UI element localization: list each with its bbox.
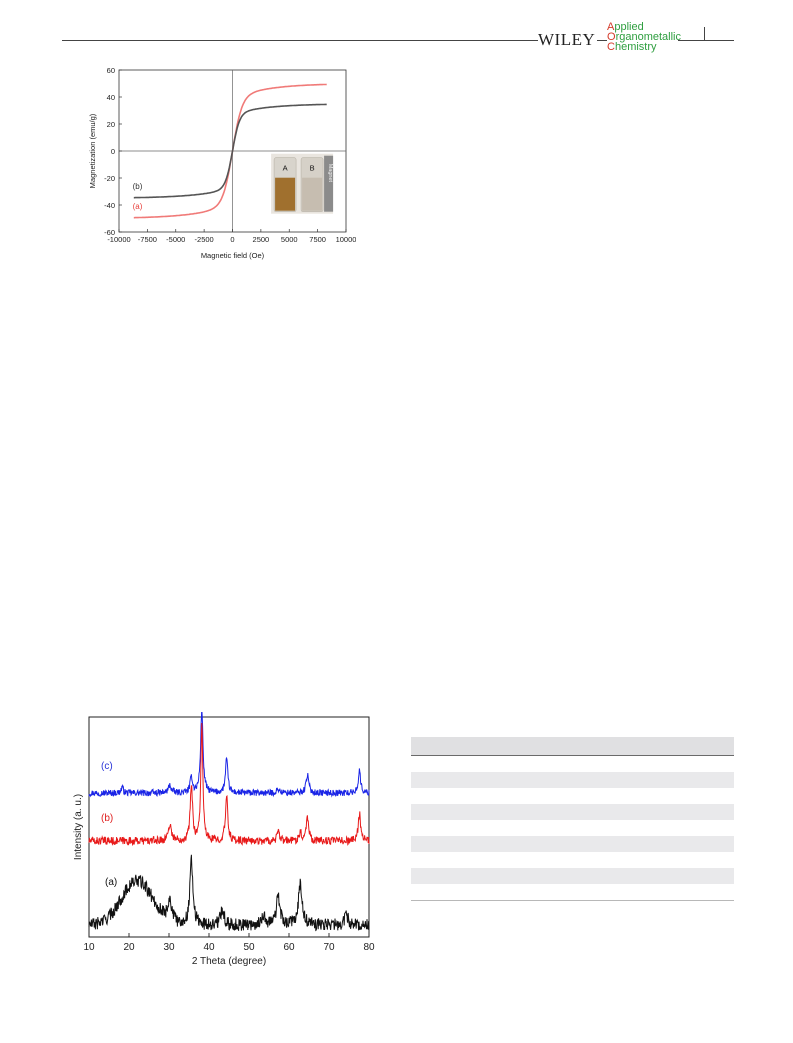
journal-cap-1: A (607, 21, 615, 33)
header-page-tick (704, 27, 705, 40)
vial-a-liquid (275, 177, 296, 211)
vial-a-label: A (283, 164, 288, 173)
x-tick-label: 10 (83, 942, 95, 953)
x-tick-label: 0 (230, 235, 234, 244)
x-tick-label: -7500 (138, 235, 157, 244)
x-axis-title: 2 Theta (degree) (192, 956, 266, 967)
journal-cap-2: O (607, 31, 616, 43)
table-row (411, 756, 734, 772)
table-row (411, 772, 734, 788)
xrd-series-b (88, 722, 370, 847)
x-tick-label: 60 (283, 942, 295, 953)
journal-cap-3: C (607, 41, 615, 53)
journal-word-2: rganometallic (615, 31, 681, 43)
y-tick-label: -40 (104, 201, 115, 210)
table-row (411, 852, 734, 868)
xrd-series-a (88, 854, 370, 932)
x-tick-label: -2500 (195, 235, 214, 244)
curve-label: (b) (133, 182, 143, 191)
header-rule-right (678, 40, 734, 41)
x-tick-label: 20 (123, 942, 135, 953)
y-axis-title: Magnetization (emu/g) (88, 113, 97, 188)
series-line-b (133, 103, 327, 199)
curve-label: (a) (133, 202, 143, 211)
x-tick-label: 50 (243, 942, 255, 953)
vial-b-liquid (302, 177, 323, 211)
x-tick-label: 2500 (253, 235, 270, 244)
table-row (411, 836, 734, 852)
journal-word-3: hemistry (614, 41, 657, 53)
y-tick-label: 60 (107, 66, 115, 75)
x-tick-label: 40 (203, 942, 215, 953)
data-table (411, 737, 734, 901)
table-row (411, 804, 734, 820)
y-tick-label: -20 (104, 174, 115, 183)
x-tick-label: 30 (163, 942, 175, 953)
table-bottom-rule (411, 900, 734, 901)
magnet-bar (324, 155, 334, 212)
x-tick-label: -5000 (166, 235, 185, 244)
table-row (411, 788, 734, 804)
curve-label: (c) (101, 761, 113, 772)
xrd-chart: 10 20 30 40 50 60 70 80 2 Theta (degree) Intensit… (73, 712, 375, 967)
plot-frame (88, 716, 370, 938)
magnetization-chart: -10000 -7500 -5000 -2500 0 2500 5000 7500 10000 -… (88, 66, 356, 260)
curve-label: (a) (105, 877, 117, 888)
x-tick-label: -10000 (107, 235, 130, 244)
table-row (411, 820, 734, 836)
xrd-series-c (88, 712, 370, 798)
y-tick-label: -60 (104, 228, 115, 237)
y-axis-title: Intensity (a. u.) (73, 794, 84, 860)
x-axis-title: Magnetic field (Oe) (201, 251, 265, 260)
journal-logo: Applied Organometallic Chemistry (607, 21, 681, 53)
y-tick-label: 0 (111, 147, 115, 156)
vial-b-label: B (310, 164, 315, 173)
table-row (411, 868, 734, 884)
y-tick-label: 20 (107, 120, 115, 129)
x-tick-label: 5000 (281, 235, 298, 244)
table-header-row (411, 737, 734, 756)
x-tick-label: 80 (363, 942, 375, 953)
y-tick-label: 40 (107, 93, 115, 102)
journal-word-1: pplied (614, 21, 644, 33)
x-tick-label: 10000 (336, 235, 356, 244)
curve-label: (b) (101, 813, 113, 824)
header-rule-mid (597, 40, 607, 41)
x-tick-label: 70 (323, 942, 335, 953)
publisher-wordmark: WILEY (538, 30, 596, 49)
header-rule-left (62, 40, 538, 41)
table-row (411, 884, 734, 900)
magnet-label: Magnet (327, 164, 333, 183)
x-tick-label: 7500 (309, 235, 326, 244)
